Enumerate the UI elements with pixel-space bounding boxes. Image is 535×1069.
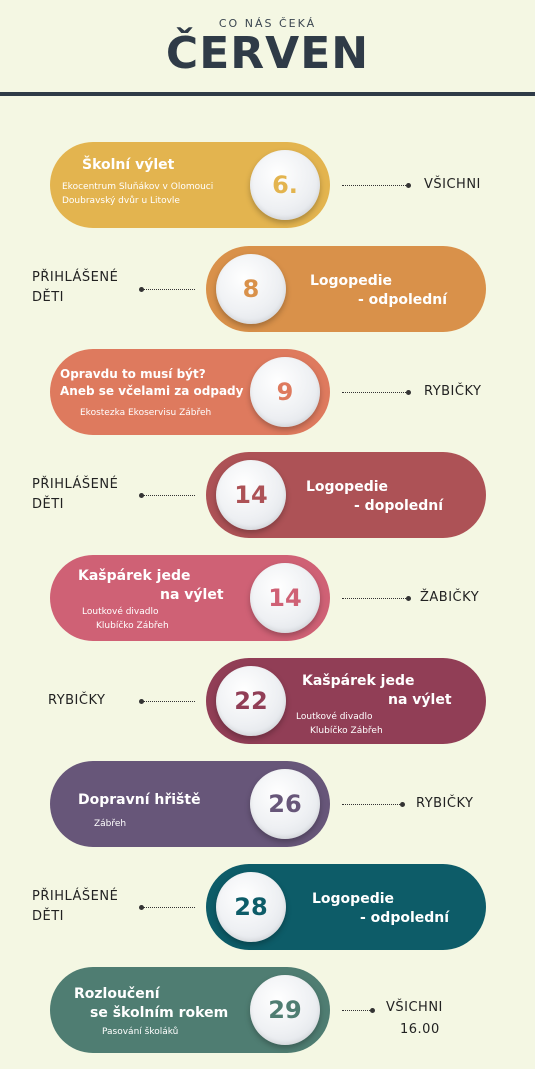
event-pill: Rozloučení se školním rokem Pasování ško… xyxy=(50,967,330,1053)
connector-line xyxy=(143,701,195,702)
audience-label: DĚTI xyxy=(32,909,64,924)
event-pill: 28 Logopedie - odpolední xyxy=(206,864,486,950)
event-pill: 8 Logopedie - odpolední xyxy=(206,246,486,332)
audience-label: PŘIHLÁŠENÉ xyxy=(32,889,119,904)
connector-line xyxy=(342,185,408,186)
connector-dot xyxy=(139,493,144,498)
event-title: na výlet xyxy=(160,587,224,603)
connector-dot xyxy=(139,905,144,910)
connector-line xyxy=(143,495,195,496)
audience-label: 16.00 xyxy=(400,1022,440,1037)
event-title: Logopedie xyxy=(312,891,395,907)
event-pill: 14 Logopedie - dopolední xyxy=(206,452,486,538)
connector-dot xyxy=(370,1008,375,1013)
date-badge: 14 xyxy=(250,563,320,633)
event-detail: Loutkové divadlo xyxy=(296,712,373,722)
audience-label: RYBIČKY xyxy=(424,384,482,399)
event-title: - odpolední xyxy=(358,292,448,308)
event-detail: Klubíčko Zábřeh xyxy=(310,726,383,736)
audience-label: PŘIHLÁŠENÉ xyxy=(32,270,119,285)
audience-label: RYBIČKY xyxy=(416,796,474,811)
event-title: Opravdu to musí být? xyxy=(60,367,206,381)
page-subtitle: CO NÁS ČEKÁ xyxy=(218,17,317,30)
event-detail: Doubravský dvůr u Litovle xyxy=(62,196,180,206)
event-detail: Loutkové divadlo xyxy=(82,607,159,617)
header: CO NÁS ČEKÁ ČERVEN xyxy=(0,0,535,100)
date-badge: 6. xyxy=(250,150,320,220)
date-badge: 22 xyxy=(216,666,286,736)
audience-label: RYBIČKY xyxy=(48,693,106,708)
connector-dot xyxy=(139,699,144,704)
connector-dot xyxy=(406,390,411,395)
date-badge: 26 xyxy=(250,769,320,839)
page-title: ČERVEN xyxy=(165,28,370,79)
event-detail: Ekocentrum Sluňákov v Olomouci xyxy=(62,182,214,192)
event-pill: 22 Kašpárek jede na výlet Loutkové divad… xyxy=(206,658,486,744)
event-detail: Pasování školáků xyxy=(102,1027,179,1037)
date-badge: 28 xyxy=(216,872,286,942)
connector-dot xyxy=(406,596,411,601)
date-badge: 14 xyxy=(216,460,286,530)
connector-dot xyxy=(139,287,144,292)
event-pill: Dopravní hřiště Zábřeh 26 xyxy=(50,761,330,847)
connector-dot xyxy=(406,183,411,188)
connector-line xyxy=(143,289,195,290)
connector-line xyxy=(342,598,408,599)
audience-label: ŽABIČKY xyxy=(420,590,480,605)
audience-label: VŠICHNI xyxy=(386,1000,443,1015)
event-pill: Opravdu to musí být? Aneb se včelami za … xyxy=(50,349,330,435)
event-title: Rozloučení xyxy=(74,986,160,1002)
event-title: Kašpárek jede xyxy=(78,568,191,584)
event-detail: Zábřeh xyxy=(94,819,127,829)
event-title: Aneb se včelami za odpady xyxy=(60,384,244,398)
event-title: Logopedie xyxy=(310,273,393,289)
event-title: Kašpárek jede xyxy=(302,673,415,689)
event-title: se školním rokem xyxy=(90,1005,229,1021)
audience-label: DĚTI xyxy=(32,290,64,305)
audience-label: VŠICHNI xyxy=(424,177,481,192)
event-title: - odpolední xyxy=(360,910,450,926)
date-badge: 29 xyxy=(250,975,320,1045)
audience-label: DĚTI xyxy=(32,497,64,512)
connector-line xyxy=(342,392,408,393)
event-detail: Ekostezka Ekoservisu Zábřeh xyxy=(80,408,212,418)
event-pill: Školní výlet Ekocentrum Sluňákov v Olomo… xyxy=(50,142,330,228)
connector-dot xyxy=(400,802,405,807)
event-title: Dopravní hřiště xyxy=(78,792,201,808)
connector-line xyxy=(342,804,402,805)
event-title: Školní výlet xyxy=(82,157,175,173)
audience-label: PŘIHLÁŠENÉ xyxy=(32,477,119,492)
event-pill: Kašpárek jede na výlet Loutkové divadlo … xyxy=(50,555,330,641)
event-detail: Klubíčko Zábřeh xyxy=(96,621,169,631)
event-title: na výlet xyxy=(388,692,452,708)
event-title: Logopedie xyxy=(306,479,389,495)
header-rule xyxy=(0,92,535,96)
date-badge: 8 xyxy=(216,254,286,324)
connector-line xyxy=(342,1010,372,1011)
connector-line xyxy=(143,907,195,908)
event-title: - dopolední xyxy=(354,498,444,514)
date-badge: 9 xyxy=(250,357,320,427)
